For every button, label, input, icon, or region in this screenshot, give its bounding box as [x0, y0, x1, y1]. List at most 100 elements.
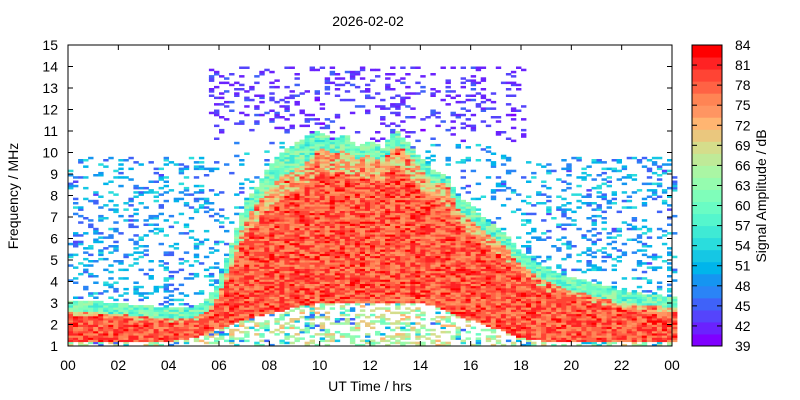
heatmap-cell	[354, 272, 361, 276]
heatmap-cell	[269, 92, 275, 95]
heatmap-cell	[269, 298, 275, 302]
heatmap-cell	[349, 279, 356, 282]
heatmap-cell	[420, 266, 426, 269]
heatmap-cell	[415, 219, 421, 222]
heatmap-cell	[354, 242, 361, 246]
heatmap-cell	[415, 174, 421, 177]
heatmap-cell	[229, 171, 235, 175]
heatmap-cell	[400, 311, 406, 315]
heatmap-cell	[375, 212, 381, 216]
heatmap-cell	[264, 320, 270, 323]
heatmap-cell	[435, 266, 441, 269]
heatmap-cell	[435, 111, 441, 115]
heatmap-cell	[349, 171, 356, 175]
heatmap-cell	[400, 186, 406, 190]
heatmap-cell	[294, 195, 300, 198]
heatmap-cell	[148, 324, 154, 327]
heatmap-cell	[334, 167, 341, 171]
heatmap-cell	[405, 315, 411, 319]
heatmap-cell	[319, 66, 326, 69]
heatmap-cell	[319, 247, 326, 250]
heatmap-cell	[299, 266, 305, 269]
heatmap-cell	[455, 251, 461, 254]
heatmap-cell	[188, 277, 195, 280]
heatmap-cell	[294, 255, 300, 259]
heatmap-cell	[395, 227, 401, 231]
heatmap-cell	[319, 152, 326, 155]
heatmap-cell	[279, 174, 285, 177]
heatmap-cell	[229, 333, 235, 336]
heatmap-cell	[440, 300, 446, 304]
heatmap-cell	[244, 303, 250, 306]
heatmap-cell	[440, 245, 446, 248]
heatmap-cell	[410, 165, 416, 168]
heatmap-cell	[380, 272, 386, 276]
heatmap-cell	[319, 315, 326, 319]
heatmap-cell	[289, 305, 295, 308]
heatmap-cell	[93, 240, 99, 244]
heatmap-cell	[440, 214, 446, 218]
heatmap-cell	[410, 206, 416, 209]
heatmap-cell	[173, 242, 180, 246]
heatmap-cell	[390, 245, 396, 248]
heatmap-cell	[339, 126, 346, 130]
heatmap-cell	[349, 262, 356, 265]
heatmap-cell	[93, 307, 99, 310]
heatmap-cell	[219, 191, 225, 194]
heatmap-cell	[344, 214, 351, 218]
heatmap-cell	[395, 146, 401, 149]
heatmap-cell	[188, 272, 195, 276]
heatmap-cell	[208, 169, 215, 173]
heatmap-cell	[214, 70, 220, 74]
heatmap-cell	[400, 189, 406, 192]
heatmap-cell	[349, 180, 356, 183]
heatmap-cell	[229, 311, 235, 315]
heatmap-cell	[219, 128, 225, 132]
heatmap-cell	[259, 311, 265, 315]
heatmap-cell	[415, 337, 421, 340]
heatmap-cell	[354, 193, 361, 196]
heatmap-cell	[359, 285, 366, 289]
heatmap-cell	[445, 225, 451, 229]
heatmap-cell	[324, 290, 331, 293]
heatmap-cell	[304, 208, 310, 211]
heatmap-cell	[153, 318, 159, 321]
heatmap-cell	[279, 186, 285, 190]
heatmap-cell	[284, 283, 290, 287]
heatmap-cell	[259, 210, 265, 214]
heatmap-cell	[339, 270, 346, 274]
heatmap-cell	[203, 174, 210, 177]
heatmap-cell	[365, 247, 371, 250]
heatmap-cell	[138, 294, 144, 297]
heatmap-cell	[385, 83, 391, 87]
heatmap-cell	[334, 137, 341, 140]
heatmap-cell	[143, 343, 149, 347]
heatmap-cell	[173, 197, 180, 201]
heatmap-cell	[420, 275, 426, 278]
heatmap-cell	[183, 165, 190, 168]
heatmap-cell	[198, 204, 205, 207]
heatmap-cell	[370, 152, 376, 155]
heatmap-cell	[400, 217, 406, 220]
heatmap-cell	[314, 266, 320, 269]
heatmap-cell	[314, 174, 320, 177]
heatmap-cell	[319, 180, 326, 183]
heatmap-cell	[385, 227, 391, 231]
heatmap-cell	[430, 257, 436, 261]
heatmap-cell	[370, 303, 376, 306]
heatmap-cell	[349, 146, 356, 149]
heatmap-cell	[254, 290, 260, 293]
heatmap-cell	[98, 309, 104, 312]
heatmap-cell	[385, 262, 391, 265]
heatmap-cell	[395, 260, 401, 263]
heatmap-cell	[405, 234, 411, 237]
heatmap-cell	[208, 88, 215, 91]
heatmap-cell	[365, 169, 371, 173]
heatmap-cell	[128, 156, 134, 160]
heatmap-cell	[395, 229, 401, 233]
heatmap-cell	[339, 219, 346, 222]
heatmap-cell	[68, 264, 74, 267]
heatmap-cell	[339, 186, 346, 190]
heatmap-cell	[415, 66, 421, 69]
heatmap-cell	[390, 242, 396, 246]
